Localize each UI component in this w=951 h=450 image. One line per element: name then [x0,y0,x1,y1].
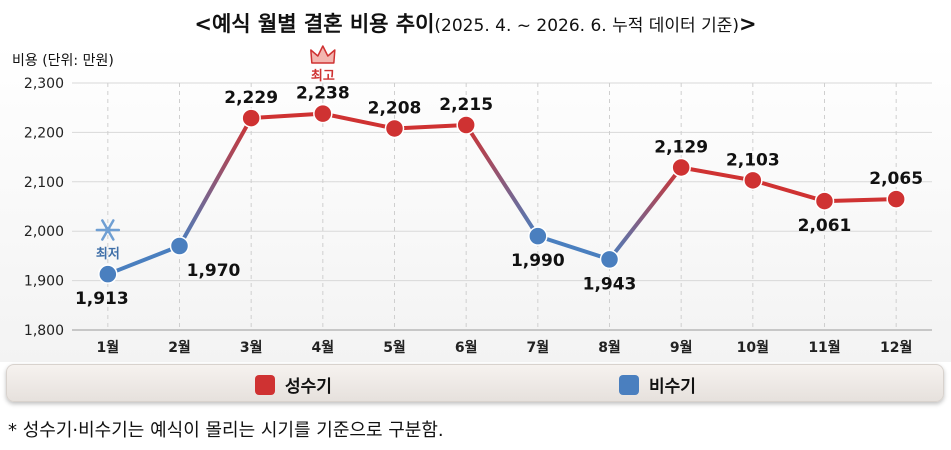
line-chart: 1,800 1,900 2,000 2,100 2,200 2,300 1월 2월 3월 4월 5월… [24,45,932,356]
series-line-segment [535,234,612,262]
data-label: 1,970 [187,261,241,281]
series-line-segment [249,111,325,121]
data-point [599,249,620,270]
data-point [384,118,405,139]
x-tick-label: 9월 [670,339,693,356]
data-label: 1,943 [583,274,637,294]
chart-title: <예식 월별 결혼 비용 추이(2025. 4. ~ 2026. 6. 누적 데… [0,8,951,38]
footnote: * 성수기·비수기는 예식이 몰리는 시기를 기준으로 구분함. [8,420,444,441]
y-tick-label: 2,100 [24,175,64,191]
x-tick-label: 5월 [383,339,406,356]
y-tick-label: 2,200 [24,125,64,141]
title-subtitle: (2025. 4. ~ 2026. 6. 누적 데이터 기준) [434,16,740,36]
legend-item-off: 비수기 [619,372,696,397]
data-label: 2,215 [439,95,493,115]
series-line-segment [177,116,254,249]
data-point [671,157,691,178]
chart-area [0,42,951,362]
min-annotation-label: 최저 [96,247,120,262]
data-point [241,108,261,128]
data-label: 2,229 [224,88,278,108]
data-label: 1,913 [75,289,129,309]
x-tick-label: 12월 [880,339,912,356]
data-point [98,264,118,284]
y-tick-label: 1,900 [24,274,64,290]
crown-icon [310,45,336,64]
data-point [743,170,763,191]
title-main: <예식 월별 결혼 비용 추이 [194,12,435,36]
legend: 성수기 비수기 [6,364,944,402]
legend-label-off: 비수기 [649,377,696,397]
legend-label-peak: 성수기 [285,377,332,397]
x-tick-label: 11월 [808,339,840,356]
y-tick-label: 2,300 [24,76,64,92]
data-point [313,103,333,124]
x-tick-label: 1월 [97,339,120,356]
max-annotation-label: 최고 [311,69,335,84]
series-line-segment [822,197,899,204]
y-tick-label: 2,000 [24,224,64,240]
x-tick-label: 10월 [737,339,769,356]
series-line-segment [607,165,684,262]
snowflake-icon-center [104,227,111,233]
data-point [528,226,548,246]
data-label: 2,208 [368,98,422,118]
legend-swatch-peak [255,374,275,395]
title-close: > [739,12,757,36]
x-tick-label: 3월 [240,339,263,356]
data-label: 2,061 [798,216,852,236]
series-line-segment [392,122,469,131]
data-label: 2,238 [296,84,350,104]
data-label: 2,103 [726,150,780,170]
x-tick-label: 4월 [312,339,335,356]
x-tick-label: 2월 [168,339,191,356]
x-tick-label: 7월 [527,339,550,356]
data-point [886,189,906,209]
legend-item-peak: 성수기 [255,372,332,397]
series-line-segment [679,165,755,183]
legend-swatch-off [619,374,639,395]
y-tick-label: 1,800 [24,323,64,339]
y-axis-label: 비용 (단위: 만원) [12,53,114,69]
series-line-segment [105,244,182,277]
series-line-segment [464,122,540,239]
data-point [456,115,476,135]
x-tick-label: 6월 [455,339,478,356]
data-label: 2,129 [654,137,708,157]
data-point [169,236,190,256]
series-line-segment [750,178,827,204]
data-label: 1,990 [511,251,565,271]
data-label: 2,065 [869,169,923,189]
x-tick-label: 8월 [598,339,621,356]
series-line-segment [320,111,397,131]
data-point [814,191,835,211]
